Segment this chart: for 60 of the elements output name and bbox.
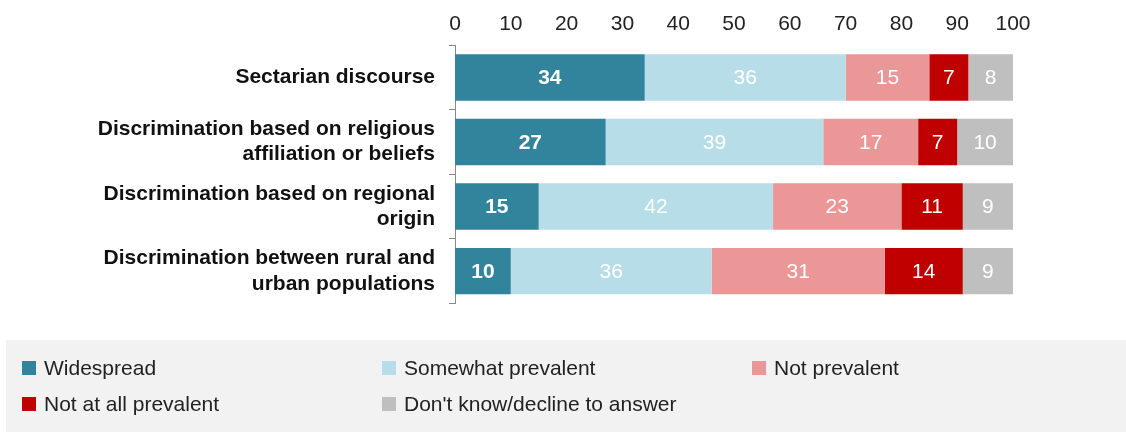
bar [455, 247, 511, 295]
bar [962, 247, 1013, 295]
bar [773, 183, 902, 230]
y-tick-label: Discrimination based on religious affiliation or beliefs [97, 116, 435, 165]
bar [957, 118, 1013, 166]
y-tick-label: Discrimination between rural and urban populations [103, 245, 435, 294]
data-label: 23 [825, 194, 849, 218]
data-label: 7 [931, 129, 944, 153]
data-label: 9 [982, 258, 994, 282]
y-tick-label: Sectarian discourse [235, 64, 435, 88]
bar [968, 54, 1013, 101]
data-label: 31 [786, 258, 810, 282]
data-label: 42 [644, 194, 668, 218]
data-label: 11 [921, 194, 943, 218]
data-label: 36 [733, 65, 757, 89]
data-label: 10 [973, 129, 997, 153]
bar [455, 118, 606, 166]
data-label: 10 [471, 258, 495, 282]
x-tick-label: 0 [449, 11, 461, 35]
x-tick-label: 60 [778, 11, 802, 35]
x-tick-label: 10 [499, 11, 523, 35]
bar [962, 183, 1013, 230]
data-label: 7 [942, 65, 955, 89]
bar [538, 183, 774, 230]
bar [929, 54, 969, 101]
legend-label: Not prevalent [774, 356, 899, 380]
legend-label: Don't know/decline to answer [404, 392, 677, 416]
bar [845, 54, 930, 101]
x-tick-label: 30 [610, 11, 635, 35]
bar [823, 118, 919, 166]
data-label: 27 [518, 129, 543, 153]
data-label: 15 [485, 194, 509, 218]
x-tick-label: 90 [945, 11, 969, 35]
x-tick-label: 70 [833, 11, 858, 35]
bar [644, 54, 846, 101]
y-tick-label: Discrimination based on regional origin [103, 180, 435, 229]
data-label: 15 [875, 65, 900, 89]
bar [605, 118, 824, 166]
bar [455, 183, 539, 230]
data-label: 14 [912, 258, 936, 282]
bar [884, 247, 963, 295]
x-tick-label: 80 [889, 11, 914, 35]
bar [918, 118, 958, 166]
bar [901, 183, 963, 230]
x-tick-label: 20 [554, 11, 579, 35]
x-tick-label: 100 [995, 11, 1031, 35]
data-label: 34 [538, 65, 562, 89]
legend-label: Widespread [44, 356, 157, 380]
data-label: 8 [984, 65, 997, 89]
x-tick-label: 40 [666, 11, 690, 35]
legend-label: Somewhat prevalent [404, 356, 596, 380]
legend-label: Not at all prevalent [44, 392, 220, 416]
data-label: 39 [702, 129, 727, 153]
data-label: 36 [599, 258, 623, 282]
bar [711, 247, 885, 295]
data-label: 17 [859, 129, 883, 153]
x-tick-label: 50 [722, 11, 746, 35]
bar [510, 247, 712, 295]
bar [455, 54, 645, 101]
data-label: 9 [982, 194, 994, 218]
